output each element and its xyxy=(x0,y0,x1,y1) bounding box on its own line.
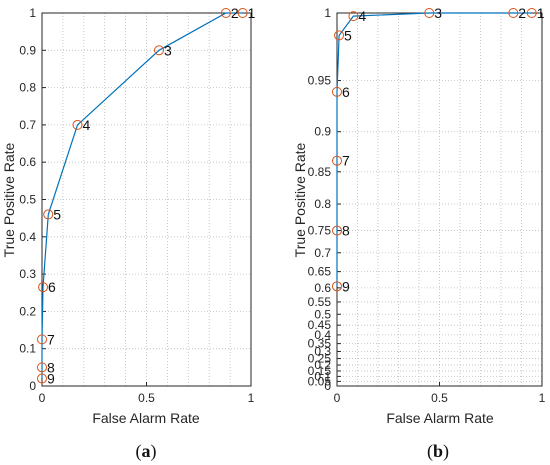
y-tick-label: 1 xyxy=(29,6,36,20)
y-tick-label: 0.9 xyxy=(314,125,331,139)
data-point-marker xyxy=(38,282,49,293)
panel-b-markers: 12 3 45 6 7 8 9 xyxy=(332,5,545,294)
data-point-label: 7 xyxy=(47,331,55,347)
y-tick-label: 0.95 xyxy=(308,74,332,88)
data-point-label: 9 xyxy=(342,278,350,294)
panel-b-roc-line xyxy=(336,12,532,287)
data-point-label: 2 xyxy=(518,5,526,21)
y-tick-label: 0.35 xyxy=(308,337,332,351)
data-point-label: 1 xyxy=(248,5,256,21)
data-point-label: 6 xyxy=(342,84,350,100)
data-point-marker xyxy=(508,8,519,18)
y-tick-label: 0.7 xyxy=(19,118,36,132)
data-point-label: 8 xyxy=(47,359,55,375)
x-tick-label: 0.5 xyxy=(138,391,155,405)
data-point-label: 2 xyxy=(231,5,239,21)
data-point-marker xyxy=(334,30,345,41)
data-point-label: 3 xyxy=(434,5,442,21)
y-tick-label: 0.7 xyxy=(314,246,331,260)
data-point-marker xyxy=(220,8,231,18)
panel-b-y-axis-label: True Positive Rate xyxy=(292,142,308,257)
data-point-label: 7 xyxy=(342,153,350,169)
x-tick-label: 1 xyxy=(539,391,546,405)
panel-b: 00.050.10.150.20.250.30.350.40.450.50.55… xyxy=(292,5,546,462)
y-tick-label: 0.65 xyxy=(308,265,332,279)
data-point-marker xyxy=(424,8,435,18)
panel-a-x-ticks: 0 0.5 1 xyxy=(39,382,255,405)
data-point-label: 5 xyxy=(344,27,352,43)
data-point-marker xyxy=(72,119,83,130)
y-tick-label: 0.05 xyxy=(308,374,332,388)
y-tick-label: 0.25 xyxy=(308,352,332,366)
data-point-marker xyxy=(37,334,47,345)
y-tick-label: 0.6 xyxy=(314,281,331,295)
y-tick-label: 0.2 xyxy=(19,304,36,318)
y-tick-label: 1 xyxy=(324,6,331,20)
x-tick-label: 0 xyxy=(39,391,46,405)
panel-a-y-axis-label: True Positive Rate xyxy=(1,142,17,257)
y-tick-label: 0 xyxy=(324,379,331,393)
panel-b-x-ticks: 0 0.5 1 xyxy=(334,382,546,405)
data-point-marker xyxy=(526,8,537,18)
y-tick-label: 0.9 xyxy=(19,43,36,57)
y-tick-label: 0.8 xyxy=(19,81,36,95)
data-point-marker xyxy=(237,8,248,18)
data-point-marker xyxy=(37,362,47,373)
data-point-marker xyxy=(154,45,165,56)
y-tick-label: 0.8 xyxy=(314,197,331,211)
data-point-label: 4 xyxy=(358,8,366,24)
data-point-label: 3 xyxy=(164,42,172,58)
panel-b-y-ticks: 00.050.10.150.20.250.30.350.40.450.50.55… xyxy=(308,6,341,393)
y-tick-label: 0.55 xyxy=(308,295,332,309)
y-tick-label: 0.5 xyxy=(314,307,331,321)
y-tick-label: 0.85 xyxy=(308,165,332,179)
data-point-label: 1 xyxy=(537,5,545,21)
panel-a: 00.10.20.30.40.50.60.70.80.91 0 0.5 1 1234… xyxy=(1,5,256,462)
panel-b-x-axis-label: False Alarm Rate xyxy=(386,410,494,426)
x-tick-label: 0 xyxy=(334,391,341,405)
data-point-label: 5 xyxy=(53,206,61,222)
y-tick-label: 0.45 xyxy=(308,318,332,332)
panel-a-caption: (a) xyxy=(136,441,157,462)
y-tick-label: 0.2 xyxy=(314,358,331,372)
data-point-label: 9 xyxy=(47,371,55,387)
x-tick-label: 1 xyxy=(248,391,255,405)
panel-b-grid xyxy=(337,12,542,387)
y-tick-label: 0.4 xyxy=(314,328,331,342)
data-point-marker xyxy=(332,86,342,97)
data-point-label: 6 xyxy=(48,279,56,295)
y-tick-label: 0.3 xyxy=(314,344,331,358)
y-tick-label: 0.4 xyxy=(19,230,36,244)
data-point-marker xyxy=(332,225,342,236)
panel-a-markers: 12 3 4 5 6 7 89 xyxy=(37,5,256,387)
data-point-marker xyxy=(348,11,359,22)
y-tick-label: 0.75 xyxy=(308,224,332,238)
panel-a-roc-line xyxy=(41,12,243,379)
y-tick-label: 0.1 xyxy=(314,369,331,383)
data-point-marker xyxy=(37,373,47,384)
y-tick-label: 0.5 xyxy=(19,193,36,207)
data-point-marker xyxy=(43,209,54,220)
y-tick-label: 0.6 xyxy=(19,155,36,169)
panel-a-x-axis-label: False Alarm Rate xyxy=(92,410,200,426)
panel-a-y-ticks: 0 0.1 0.2 0.3 0.4 0.5 0.6 0.7 0.8 0.9 1 xyxy=(19,6,46,393)
x-tick-label: 0.5 xyxy=(431,391,448,405)
y-tick-label: 0 xyxy=(29,379,36,393)
y-tick-label: 0.15 xyxy=(308,364,332,378)
data-point-marker xyxy=(332,155,342,166)
panel-b-caption: (b) xyxy=(427,441,449,462)
data-point-label: 8 xyxy=(342,223,350,239)
data-point-label: 4 xyxy=(83,117,91,133)
y-tick-label: 0.1 xyxy=(19,342,36,356)
data-point-marker xyxy=(332,281,342,292)
y-tick-label: 0.3 xyxy=(19,267,36,281)
